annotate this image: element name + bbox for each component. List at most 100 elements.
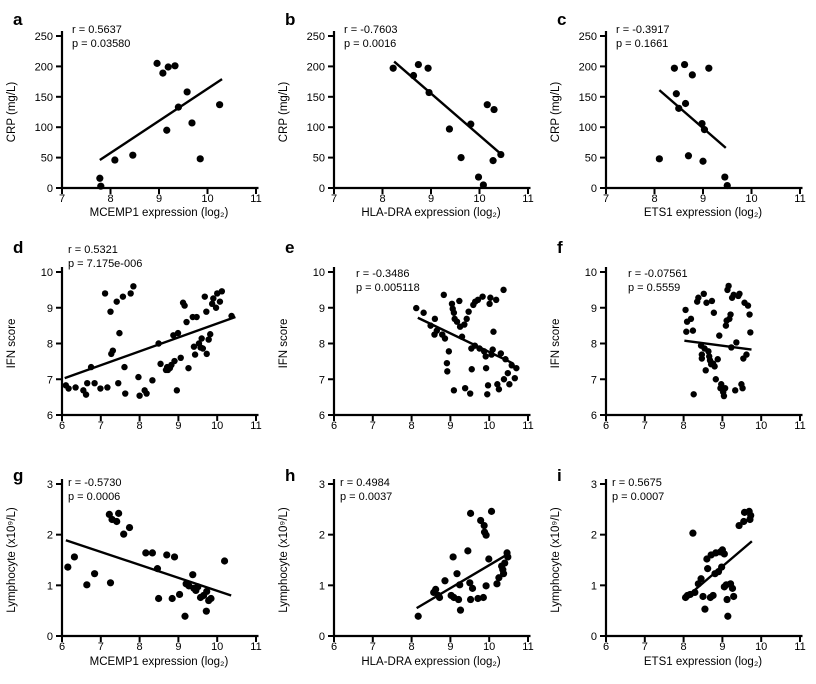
y-tick-label: 6 — [319, 410, 325, 422]
scatter-point — [163, 126, 171, 134]
scatter-point — [688, 71, 696, 79]
scatter-point — [84, 379, 91, 387]
y-tick-label: 6 — [47, 410, 53, 422]
scatter-point — [723, 595, 731, 604]
scatter-point — [142, 549, 150, 557]
scatter-point — [468, 584, 477, 592]
x-tick-label: 8 — [681, 641, 687, 653]
scatter-point — [65, 385, 72, 392]
scatter-point — [690, 391, 697, 398]
p-value-label: p = 0.0016 — [344, 38, 396, 50]
scatter-point — [499, 570, 508, 578]
scatter-point — [440, 291, 448, 299]
scatter-point — [414, 612, 422, 620]
x-tick-label: 11 — [794, 193, 805, 205]
scatter-point — [189, 571, 197, 579]
scatter-point — [91, 379, 98, 387]
scatter-point — [486, 300, 493, 308]
x-tick-label: 6 — [603, 420, 609, 432]
y-tick-label: 8 — [591, 339, 597, 351]
x-tick-label: 7 — [98, 641, 104, 653]
scatter-point — [493, 580, 501, 588]
scatter-point — [413, 304, 420, 312]
x-tick-label: 9 — [156, 193, 162, 205]
scatter-point — [465, 308, 472, 315]
panel-a: a r = 0.5637 p = 0.03580 0 50 100 150 200 250 7 8 9… — [0, 0, 272, 228]
scatter-point — [485, 555, 493, 563]
y-tick-label: 150 — [307, 92, 325, 104]
scatter-point — [450, 309, 458, 316]
scatter-point — [199, 345, 207, 352]
y-axis-title: Lymphocyte (x10⁹/L) — [550, 507, 562, 613]
scatter-point — [727, 311, 734, 318]
scatter-point — [467, 120, 475, 128]
scatter-point — [670, 64, 678, 72]
p-value-label: p = 0.1661 — [616, 38, 668, 50]
x-tick-label: 7 — [331, 193, 337, 205]
scatter-point — [171, 62, 179, 70]
scatter-point — [747, 511, 755, 520]
r-value-label: r = -0.3486 — [356, 268, 410, 280]
y-tick-label: 0 — [319, 631, 325, 643]
p-value-label: p = 0.0037 — [340, 491, 392, 503]
panel-d-chart: d r = 0.5321 p = 7.175e-006 6 7 8 9 10 6 7 8 9 10 11 I… — [6, 238, 262, 432]
scatter-point — [724, 612, 732, 620]
scatter-point — [196, 155, 204, 163]
scatter-point — [701, 605, 709, 613]
panel-i: i r = 0.5675 p = 0.0007 0 1 2 3 6 7 8 9 10 11 Lymphoc… — [544, 456, 816, 684]
panel-g: g r = -0.5730 p = 0.0006 0 1 2 3 6 7 8 9 10 11 Lympho… — [0, 456, 272, 684]
scatter-point — [207, 594, 215, 603]
y-tick-label: 250 — [307, 31, 325, 43]
scatter-point — [425, 88, 433, 97]
scatter-point — [129, 151, 137, 159]
scatter-point — [484, 391, 491, 398]
scatter-point — [680, 60, 689, 69]
y-axis-title: IFN score — [6, 319, 18, 369]
scatter-point — [479, 593, 487, 602]
scatter-point — [710, 309, 718, 316]
scatter-point — [96, 174, 104, 182]
x-tick-label: 7 — [603, 193, 609, 205]
scatter-point — [709, 591, 717, 600]
scatter-point — [687, 315, 695, 323]
scatter-point — [702, 367, 709, 374]
y-tick-label: 7 — [319, 374, 325, 386]
y-tick-label: 9 — [47, 303, 53, 315]
scatter-point — [739, 384, 746, 392]
y-tick-label: 1 — [319, 580, 325, 592]
scatter-point — [173, 387, 181, 394]
scatter-point — [190, 343, 198, 350]
scatter-point — [122, 390, 129, 397]
scatter-point — [435, 593, 444, 602]
panel-i-chart: i r = 0.5675 p = 0.0007 0 1 2 3 6 7 8 9 10 11 Lymphoc… — [550, 466, 806, 668]
scatter-point — [121, 363, 128, 371]
scatter-point — [188, 119, 196, 127]
scatter-point — [655, 155, 663, 163]
scatter-point — [458, 333, 466, 340]
scatter-point — [682, 306, 689, 314]
scatter-point — [155, 594, 163, 603]
scatter-point — [720, 550, 728, 558]
scatter-point — [153, 59, 161, 67]
x-tick-label: 8 — [409, 641, 415, 653]
scatter-point — [506, 381, 513, 388]
scatter-point — [705, 64, 713, 72]
scatter-point — [444, 368, 451, 375]
x-axis-title: HLA-DRA expression (log₂) — [361, 207, 500, 219]
y-tick-label: 3 — [47, 479, 53, 491]
scatter-point — [97, 385, 104, 392]
scatter-point — [721, 384, 729, 392]
scatter-point — [433, 327, 441, 334]
y-tick-label: 50 — [313, 153, 325, 165]
x-tick-label: 9 — [447, 420, 453, 432]
scatter-point — [508, 362, 515, 369]
r-value-label: r = 0.5321 — [68, 244, 118, 256]
scatter-point — [482, 582, 490, 590]
scatter-point — [87, 363, 95, 371]
panel-h-chart: h r = 0.4984 p = 0.0037 0 1 2 3 6 7 8 9 10 11 Lymphoc… — [278, 466, 534, 668]
scatter-point — [482, 531, 490, 539]
p-value-label: p = 0.0007 — [612, 491, 664, 503]
scatter-point — [181, 302, 188, 309]
x-tick-label: 11 — [250, 641, 261, 653]
panel-letter: e — [285, 238, 294, 257]
